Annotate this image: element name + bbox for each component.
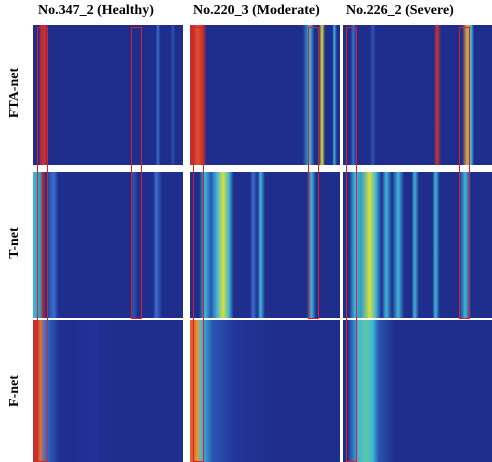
highlight-box [37,27,48,462]
heatmap [190,25,340,165]
row-label: T-net [7,227,22,259]
highlight-box [346,27,357,462]
heatmap [343,172,492,318]
heatmap [33,25,183,165]
heatmap [33,172,183,318]
heatmap [343,25,492,165]
column-title: No.226_2 (Severe) [346,3,454,18]
heatmap [190,320,340,462]
row-label: F-net [7,375,22,407]
highlight-box [131,27,142,319]
highlight-box [459,27,470,319]
heatmap [343,320,492,462]
heatmap [190,172,340,318]
row-label: FTA-net [7,67,22,119]
column-title: No.347_2 (Healthy) [38,3,154,18]
highlight-box [308,27,319,319]
highlight-box [193,27,204,462]
column-title: No.220_3 (Moderate) [193,3,320,18]
heatmap [33,320,183,462]
